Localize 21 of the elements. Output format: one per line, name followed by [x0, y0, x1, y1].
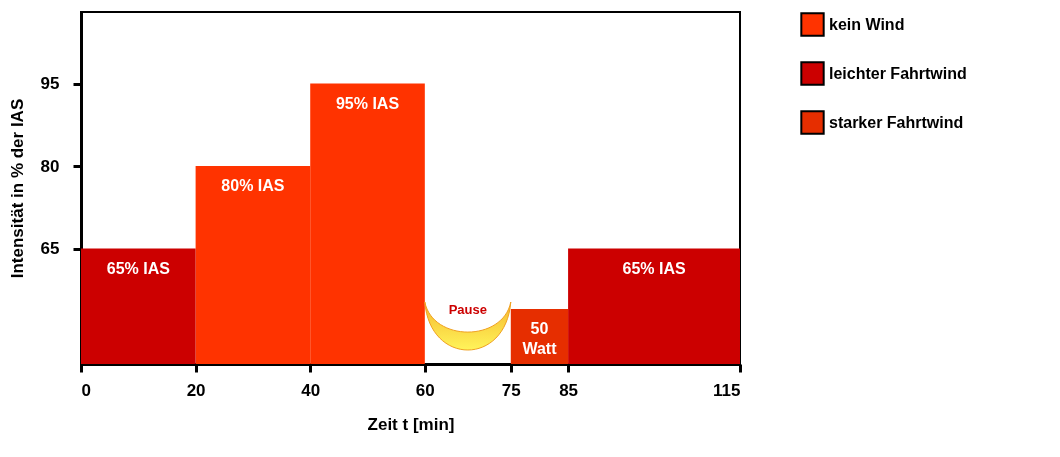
data-label: 65% IAS: [106, 259, 171, 277]
x-axis-title: Zeit t [min]: [367, 414, 455, 434]
y-axis-title: Intensität in % der IAS: [7, 98, 27, 279]
annotation: 50 Watt: [522, 320, 558, 357]
x-tick-label: 40: [301, 380, 321, 400]
legend-label: leichter Fahrtwind: [829, 64, 967, 82]
y-tick-label: 95: [40, 74, 60, 93]
data-label: 65% IAS: [622, 259, 686, 277]
legend-label: kein Wind: [829, 15, 905, 33]
y-tick-label: 65: [40, 239, 60, 258]
x-tick-label: 115: [713, 380, 741, 400]
data-label: 95% IAS: [335, 94, 400, 112]
data-label: 80% IAS: [221, 177, 285, 194]
x-tick-label: 20: [186, 380, 206, 400]
x-tick-label: 75: [501, 380, 521, 400]
legend-label: starker Fahrtwind: [829, 113, 964, 131]
annotation: Pause: [448, 302, 487, 317]
x-tick-label: 60: [415, 380, 435, 400]
y-tick-label: 80: [40, 156, 60, 176]
x-tick-label: 85: [559, 380, 579, 400]
x-tick-label: 0: [81, 380, 91, 400]
